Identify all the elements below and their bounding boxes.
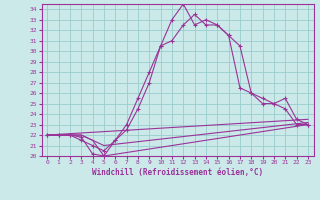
X-axis label: Windchill (Refroidissement éolien,°C): Windchill (Refroidissement éolien,°C): [92, 168, 263, 177]
